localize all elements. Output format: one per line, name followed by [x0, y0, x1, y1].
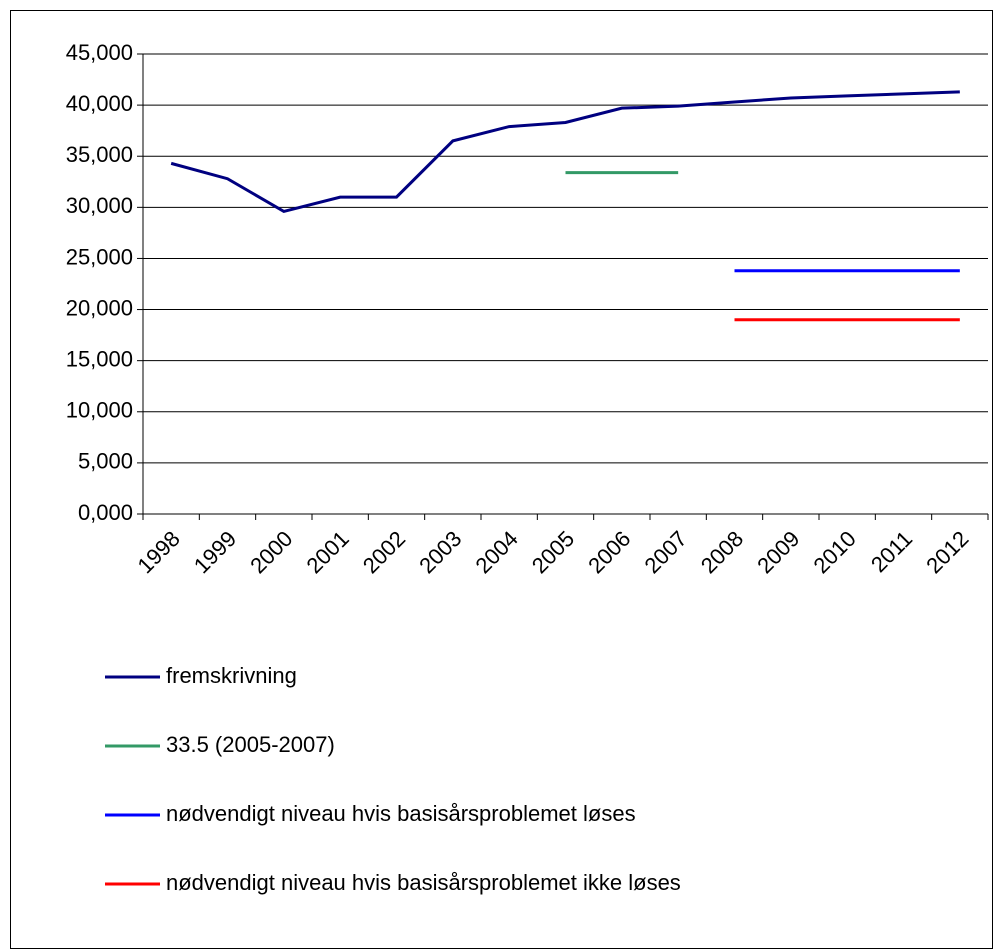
chart-border	[10, 10, 993, 949]
y-tick-label: 40,000	[66, 91, 133, 116]
y-tick-label: 25,000	[66, 244, 133, 269]
legend-label: fremskrivning	[166, 663, 297, 688]
legend-label: 33.5 (2005-2007)	[166, 732, 335, 757]
series-line	[170, 90, 960, 214]
legend-label: nødvendigt niveau hvis basisårsproblemet…	[166, 870, 681, 895]
y-tick-label: 0,000	[78, 500, 133, 525]
y-tick-label: 15,000	[66, 346, 133, 371]
y-tick-label: 5,000	[78, 449, 133, 474]
y-tick-label: 10,000	[66, 398, 133, 423]
y-tick-label: 20,000	[66, 295, 133, 320]
y-tick-label: 35,000	[66, 142, 133, 167]
y-tick-label: 45,000	[66, 40, 133, 65]
legend-label: nødvendigt niveau hvis basisårsproblemet…	[166, 801, 636, 826]
y-tick-label: 30,000	[66, 193, 133, 218]
